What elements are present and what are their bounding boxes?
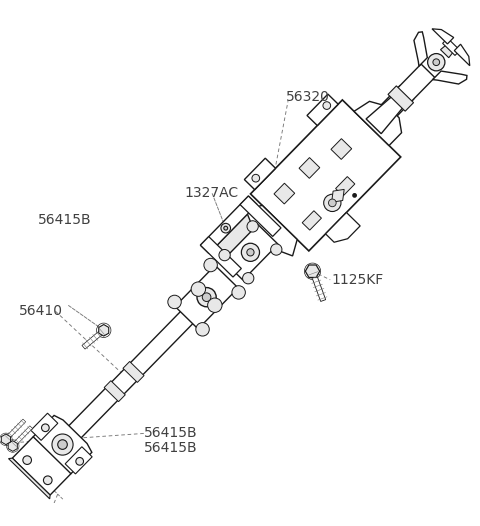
Polygon shape (388, 86, 414, 111)
Polygon shape (336, 177, 355, 196)
Polygon shape (299, 158, 320, 178)
Polygon shape (366, 95, 404, 134)
Polygon shape (354, 102, 402, 146)
Polygon shape (233, 287, 244, 298)
Polygon shape (99, 325, 109, 336)
Text: 56415B: 56415B (144, 441, 198, 455)
Polygon shape (310, 270, 325, 301)
Polygon shape (307, 94, 338, 126)
Polygon shape (271, 245, 281, 255)
Circle shape (76, 458, 84, 465)
Polygon shape (12, 437, 71, 495)
Polygon shape (441, 44, 455, 58)
Circle shape (247, 221, 258, 232)
Polygon shape (246, 205, 297, 256)
Circle shape (197, 288, 216, 307)
Circle shape (247, 249, 254, 256)
Polygon shape (455, 44, 470, 66)
Circle shape (208, 298, 222, 312)
Circle shape (428, 54, 445, 71)
Polygon shape (247, 221, 258, 231)
Circle shape (328, 199, 336, 207)
Polygon shape (200, 237, 241, 277)
Circle shape (41, 424, 49, 432)
Polygon shape (104, 381, 125, 402)
Circle shape (221, 224, 230, 233)
Polygon shape (219, 250, 229, 260)
Circle shape (433, 59, 440, 66)
Polygon shape (331, 139, 352, 159)
Circle shape (202, 293, 211, 301)
Text: 56320: 56320 (286, 90, 329, 104)
Polygon shape (332, 189, 344, 202)
Polygon shape (175, 266, 238, 329)
Text: 56415B: 56415B (144, 427, 198, 440)
Circle shape (44, 476, 52, 484)
Circle shape (191, 282, 205, 296)
Polygon shape (197, 324, 208, 335)
Polygon shape (237, 85, 414, 266)
Circle shape (168, 295, 181, 309)
Circle shape (242, 272, 254, 284)
Polygon shape (31, 413, 58, 440)
Polygon shape (169, 297, 180, 307)
Polygon shape (251, 100, 401, 251)
Polygon shape (65, 447, 92, 474)
Circle shape (58, 440, 67, 449)
Polygon shape (392, 64, 435, 107)
Circle shape (52, 434, 73, 455)
Circle shape (232, 286, 245, 299)
Polygon shape (33, 416, 92, 474)
Polygon shape (205, 259, 216, 270)
Circle shape (196, 322, 209, 336)
Circle shape (241, 243, 260, 261)
Polygon shape (240, 196, 281, 237)
Polygon shape (200, 196, 257, 254)
Circle shape (204, 258, 217, 272)
Polygon shape (432, 29, 454, 44)
Circle shape (271, 244, 282, 255)
Polygon shape (244, 158, 276, 190)
Circle shape (224, 226, 228, 230)
Circle shape (324, 194, 341, 211)
Text: 56415B: 56415B (38, 213, 92, 227)
Polygon shape (12, 426, 33, 448)
Polygon shape (325, 213, 360, 242)
Polygon shape (211, 207, 272, 268)
Polygon shape (123, 361, 144, 382)
Polygon shape (82, 328, 105, 349)
Circle shape (252, 174, 260, 182)
Polygon shape (9, 458, 50, 499)
Polygon shape (274, 183, 295, 204)
Polygon shape (302, 211, 322, 230)
Polygon shape (305, 265, 320, 277)
Circle shape (219, 249, 230, 261)
Polygon shape (4, 419, 26, 441)
Circle shape (352, 193, 357, 198)
Polygon shape (223, 225, 278, 280)
Text: 1327AC: 1327AC (185, 186, 239, 200)
Polygon shape (243, 273, 253, 284)
Text: 56410: 56410 (19, 304, 63, 318)
Circle shape (23, 456, 32, 464)
Circle shape (323, 102, 331, 109)
Polygon shape (1, 434, 11, 444)
Polygon shape (8, 441, 17, 451)
Polygon shape (443, 38, 460, 55)
Polygon shape (414, 32, 427, 66)
Polygon shape (432, 71, 467, 84)
Polygon shape (67, 296, 209, 440)
Text: 1125KF: 1125KF (331, 273, 384, 287)
